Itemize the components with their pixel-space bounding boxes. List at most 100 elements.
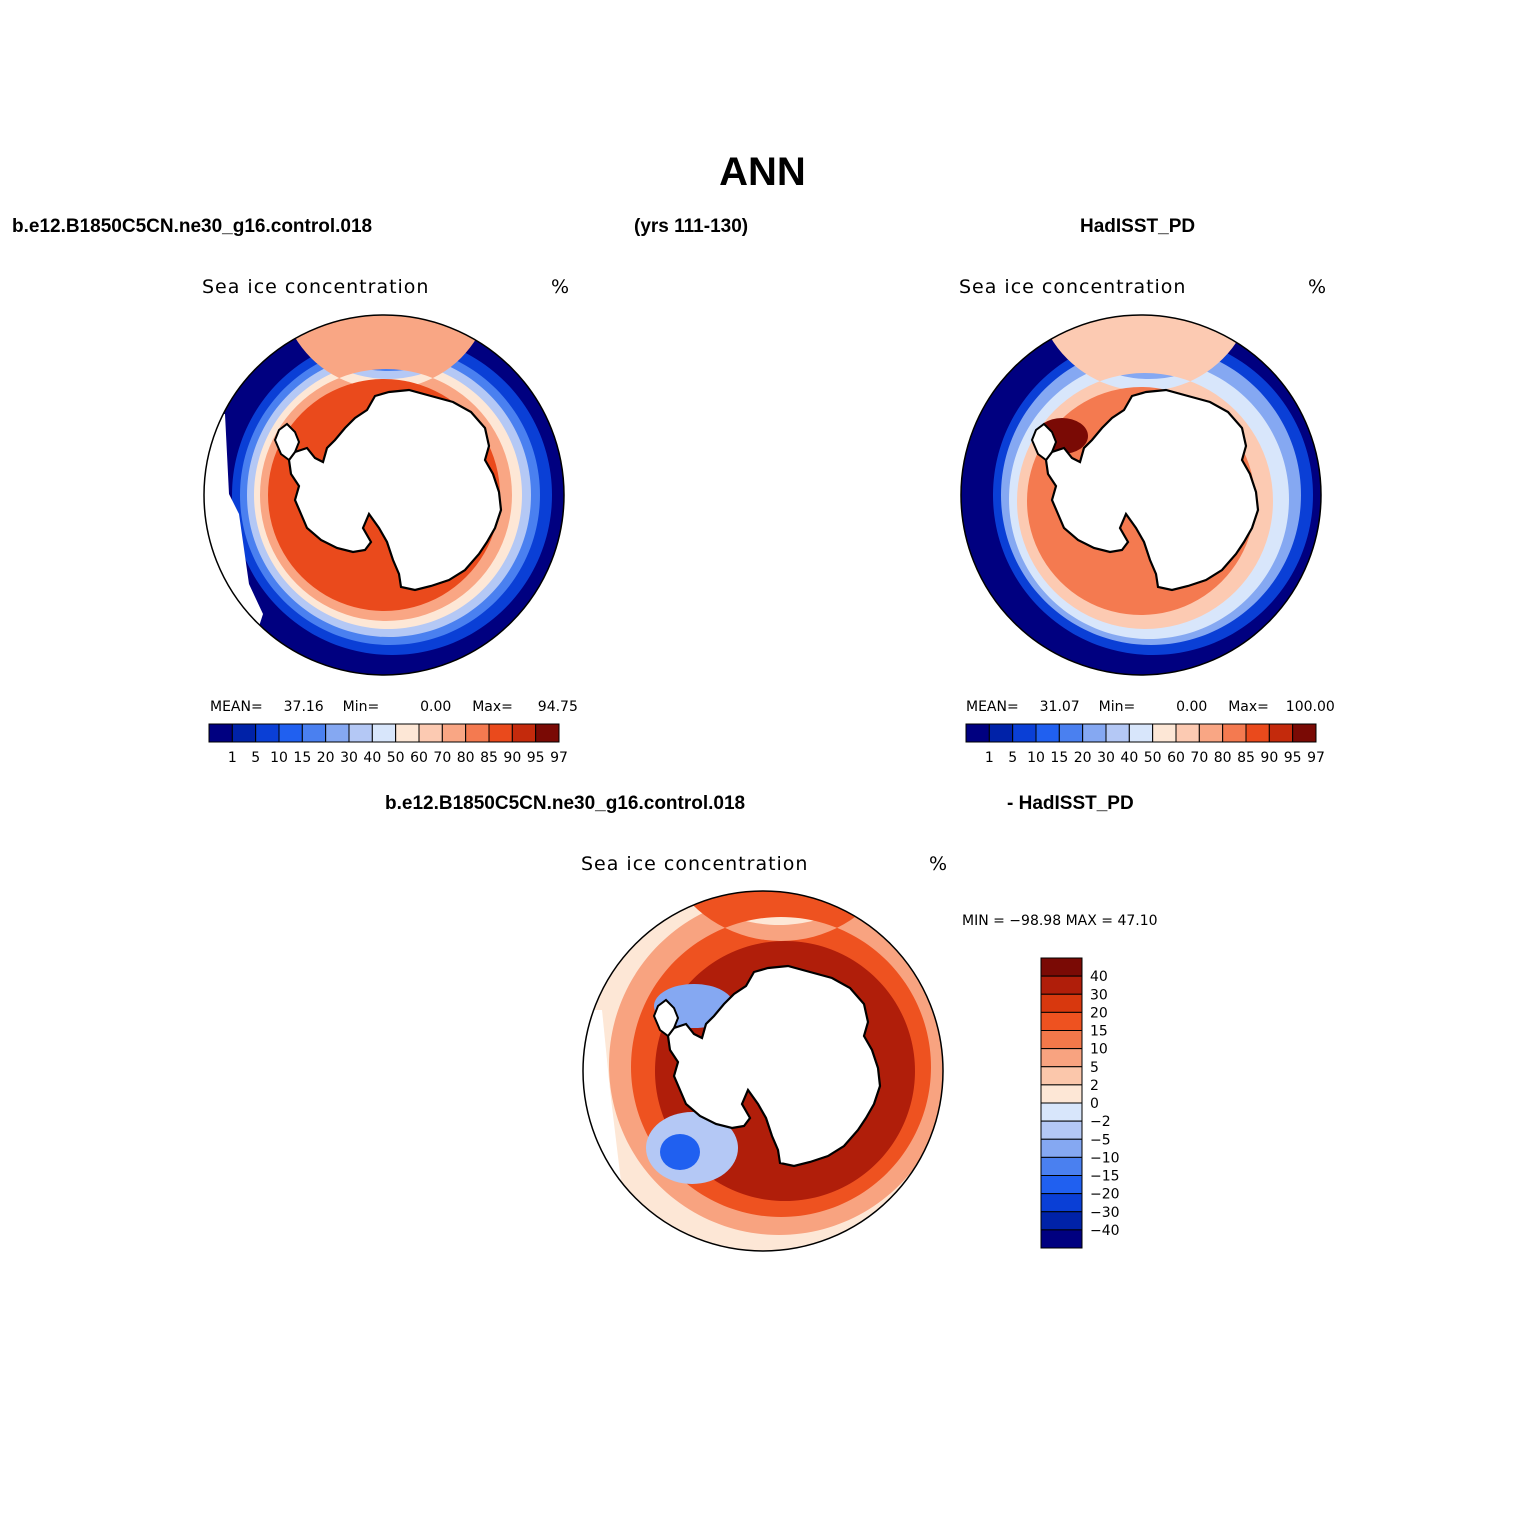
diff-colorbar-box	[1040, 1048, 1083, 1068]
obs-colorbar-box	[1105, 723, 1130, 743]
model-panel-title: Sea ice concentration	[202, 276, 430, 298]
diff-colorbar-box	[1040, 1102, 1083, 1122]
case-name: b.e12.B1850C5CN.ne30_g16.control.018	[12, 216, 373, 237]
obs-colorbar-tick-label: 70	[1190, 750, 1208, 766]
diff-colorbar-box	[1040, 1011, 1083, 1031]
obs-peninsula-coastline	[1030, 422, 1058, 462]
model-mean-label: MEAN=	[210, 699, 263, 715]
model-colorbar-tick-label: 30	[340, 750, 358, 766]
obs-colorbar-tick-label: 95	[1284, 750, 1302, 766]
model-colorbar: 1 5 10 15 20 30 40 50 60 70 80 85 90 95 97	[208, 723, 568, 766]
obs-colorbar-box	[1058, 723, 1084, 743]
obs-colorbar-box	[1012, 723, 1037, 743]
obs-name: HadISST_PD	[1080, 216, 1196, 237]
model-colorbar-tick-label: 50	[387, 750, 405, 766]
model-colorbar-box	[278, 723, 303, 743]
diff-colorbar-tick-label: 15	[1090, 1024, 1108, 1040]
diff-colorbar-tick-label: −15	[1090, 1169, 1120, 1185]
obs-colorbar-box	[965, 723, 990, 743]
diff-case-name: b.e12.B1850C5CN.ne30_g16.control.018	[385, 793, 746, 814]
model-colorbar-box	[535, 723, 560, 743]
obs-mean-label: MEAN=	[966, 699, 1019, 715]
obs-colorbar-tick-label: 50	[1144, 750, 1162, 766]
obs-colorbar-box	[1175, 723, 1200, 743]
obs-max-label: Max=	[1228, 699, 1269, 715]
model-polar-map	[203, 314, 565, 676]
difference-polar-map	[582, 890, 944, 1252]
obs-colorbar-box	[1245, 723, 1270, 743]
obs-colorbar-box	[1152, 723, 1177, 743]
model-colorbar-box	[441, 723, 467, 743]
model-colorbar-tick-label: 97	[550, 750, 568, 766]
model-peninsula-coastline	[273, 422, 301, 462]
diff-colorbar-box	[1040, 1175, 1083, 1195]
model-colorbar-box	[465, 723, 490, 743]
diff-colorbar-box	[1040, 1138, 1083, 1158]
model-colorbar-tick-label: 5	[251, 750, 260, 766]
figure-title: ANN	[719, 150, 806, 194]
diff-colorbar-tick-label: −20	[1090, 1187, 1120, 1203]
model-colorbar-box	[488, 723, 513, 743]
model-colorbar-tick-label: 10	[270, 750, 288, 766]
model-colorbar-tick-label: 95	[527, 750, 545, 766]
diff-antarctica-coastline	[666, 964, 882, 1168]
diff-colorbar-box	[1040, 1229, 1083, 1249]
diff-map-border	[582, 890, 944, 1252]
model-field	[204, 315, 564, 675]
diff-colorbar-tick-label: 10	[1090, 1042, 1108, 1058]
diff-colorbar-box	[1040, 1193, 1083, 1213]
diff-panel-title: Sea ice concentration	[581, 853, 809, 875]
model-colorbar-box	[395, 723, 420, 743]
model-max-value: 94.75	[537, 699, 578, 715]
obs-colorbar-box	[1128, 723, 1154, 743]
model-colorbar-box	[348, 723, 373, 743]
model-colorbar-tick-label: 40	[363, 750, 381, 766]
model-mean-value: 37.16	[283, 699, 324, 715]
obs-colorbar-tick-label: 80	[1214, 750, 1232, 766]
diff-colorbar-box	[1040, 1084, 1083, 1104]
diff-colorbar-box	[1040, 1120, 1083, 1140]
obs-panel-title: Sea ice concentration	[959, 276, 1187, 298]
diff-colorbar-box	[1040, 1211, 1083, 1231]
diff-panel-units: %	[929, 853, 949, 875]
obs-polar-map	[960, 314, 1322, 676]
diff-colorbar-tick-label: −40	[1090, 1223, 1120, 1239]
years-label: (yrs 111-130)	[634, 216, 749, 237]
obs-colorbar-tick-label: 10	[1027, 750, 1045, 766]
diff-colorbar-tick-label: 20	[1090, 1005, 1108, 1021]
model-colorbar-tick-label: 1	[228, 750, 237, 766]
model-colorbar-tick-label: 85	[480, 750, 498, 766]
obs-colorbar-box	[988, 723, 1014, 743]
diff-colorbar-tick-label: 0	[1090, 1096, 1099, 1112]
diff-negative-anomaly-core	[660, 1134, 700, 1170]
obs-colorbar-box	[1292, 723, 1317, 743]
model-colorbar-tick-label: 15	[293, 750, 311, 766]
diff-colorbar-tick-label: −5	[1090, 1132, 1111, 1148]
model-panel-units: %	[551, 276, 571, 298]
obs-mean-value: 31.07	[1039, 699, 1080, 715]
obs-colorbar-tick-label: 1	[985, 750, 994, 766]
obs-colorbar-tick-label: 97	[1307, 750, 1325, 766]
diff-colorbar-tick-label: 2	[1090, 1078, 1099, 1094]
diff-colorbar-tick-label: −2	[1090, 1114, 1111, 1130]
obs-colorbar-box	[1082, 723, 1107, 743]
obs-panel-units: %	[1308, 276, 1328, 298]
model-colorbar-box	[371, 723, 397, 743]
diff-colorbar-box	[1040, 1066, 1083, 1086]
model-map-border	[203, 314, 565, 676]
model-colorbar-box	[325, 723, 350, 743]
model-max-label: Max=	[472, 699, 513, 715]
model-colorbar-tick-label: 70	[433, 750, 451, 766]
obs-colorbar-box	[1198, 723, 1224, 743]
diff-colorbar-box	[1040, 975, 1083, 995]
model-colorbar-tick-label: 90	[503, 750, 521, 766]
obs-colorbar-tick-label: 20	[1074, 750, 1092, 766]
obs-field	[961, 315, 1321, 675]
diff-minmax: MIN = −98.98 MAX = 47.10	[962, 913, 1158, 929]
obs-colorbar: 1 5 10 15 20 30 40 50 60 70 80 85 90 95 97	[965, 723, 1325, 766]
diff-colorbar-tick-label: −10	[1090, 1150, 1120, 1166]
obs-antarctica-coastline	[1044, 388, 1260, 592]
obs-colorbar-box	[1222, 723, 1247, 743]
diff-colorbar-tick-label: 5	[1090, 1060, 1099, 1076]
